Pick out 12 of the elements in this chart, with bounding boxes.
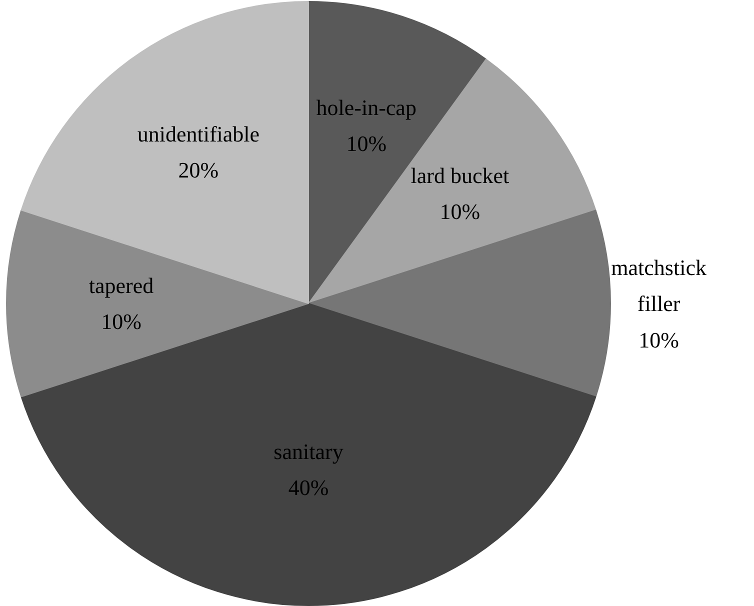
- slice-label: tapered: [88, 272, 154, 298]
- data-label: 40%: [288, 475, 329, 500]
- data-label: 10%: [101, 309, 142, 334]
- data-label: 10%: [346, 131, 387, 156]
- slice-label: hole-in-cap: [316, 94, 416, 120]
- slice-label: lard bucket: [410, 162, 510, 188]
- data-label: 10%: [638, 327, 679, 352]
- slice-label: unidentifiable: [137, 121, 260, 146]
- data-label: 20%: [178, 158, 219, 183]
- slice-label: sanitary: [274, 438, 344, 464]
- data-label: 10%: [440, 199, 480, 224]
- slice-label: matchstick filler: [611, 254, 706, 316]
